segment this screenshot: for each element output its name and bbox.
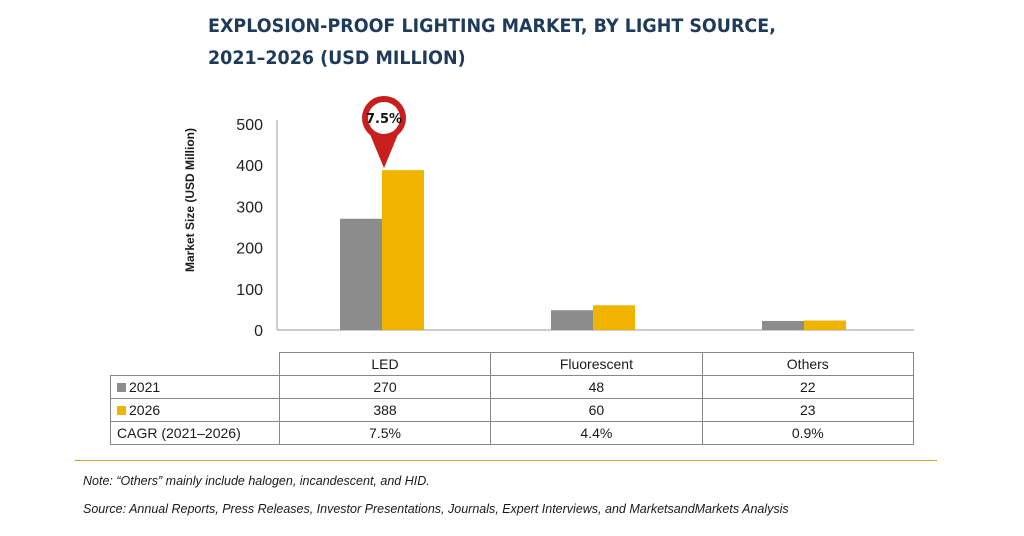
bar-2026-fluorescent (593, 305, 635, 330)
legend-swatch-2021 (117, 383, 126, 392)
bar-2021-fluorescent (551, 310, 593, 330)
table-corner (110, 352, 280, 376)
y-tick-label: 300 (236, 199, 263, 216)
y-tick-label: 0 (254, 323, 263, 340)
series-name-2021: 2021 (129, 379, 161, 395)
bar-chart: 0 100 200 300 400 500 7.5% (236, 96, 914, 340)
cell-2021-fluorescent: 48 (490, 375, 703, 399)
source-note: Source: Annual Reports, Press Releases, … (83, 502, 789, 516)
cell-cagr-fluorescent: 4.4% (490, 421, 703, 445)
cell-2021-led: 270 (278, 375, 492, 399)
table-row-cagr: CAGR (2021–2026) 7.5% 4.4% 0.9% (110, 421, 915, 445)
cell-2021-others: 22 (701, 375, 915, 399)
row-head-cagr: CAGR (2021–2026) (110, 421, 280, 445)
y-tick-label: 400 (236, 158, 263, 175)
bar-2021-others (762, 320, 804, 330)
cell-cagr-others: 0.9% (701, 421, 915, 445)
callout-pin-tail (370, 135, 398, 169)
table-header-fluorescent: Fluorescent (490, 352, 703, 376)
table-row-2026: 2026 388 60 23 (110, 398, 915, 422)
series-name-2026: 2026 (129, 402, 161, 418)
chart-title-line-1: EXPLOSION-PROOF LIGHTING MARKET, BY LIGH… (208, 15, 776, 37)
row-head-2021: 2021 (110, 375, 280, 399)
cell-cagr-led: 7.5% (278, 421, 492, 445)
y-tick-label: 100 (236, 282, 263, 299)
table-header-others: Others (701, 352, 915, 376)
data-table: LED Fluorescent Others 2021 270 48 22 20… (110, 352, 915, 445)
table-header-row: LED Fluorescent Others (110, 352, 915, 376)
table-row-2021: 2021 270 48 22 (110, 375, 915, 399)
legend-swatch-2026 (117, 406, 126, 415)
callout-pin-center (368, 102, 400, 134)
y-tick-label: 200 (236, 241, 263, 258)
footnote: Note: “Others” mainly include halogen, i… (83, 474, 430, 488)
chart-title: EXPLOSION-PROOF LIGHTING MARKET, BY LIGH… (208, 10, 852, 74)
bar-2026-led (382, 170, 424, 330)
divider-rule (75, 460, 937, 461)
cell-2026-fluorescent: 60 (490, 398, 703, 422)
row-head-2026: 2026 (110, 398, 280, 422)
cell-2026-others: 23 (701, 398, 915, 422)
bar-2021-led (340, 218, 382, 330)
table-header-led: LED (278, 352, 492, 376)
chart-title-line-2: 2021–2026 (USD MILLION) (208, 47, 466, 69)
bar-2026-others (804, 320, 846, 330)
y-tick-label: 500 (236, 117, 263, 134)
callout-label: 7.5% (366, 112, 402, 127)
cell-2026-led: 388 (278, 398, 492, 422)
